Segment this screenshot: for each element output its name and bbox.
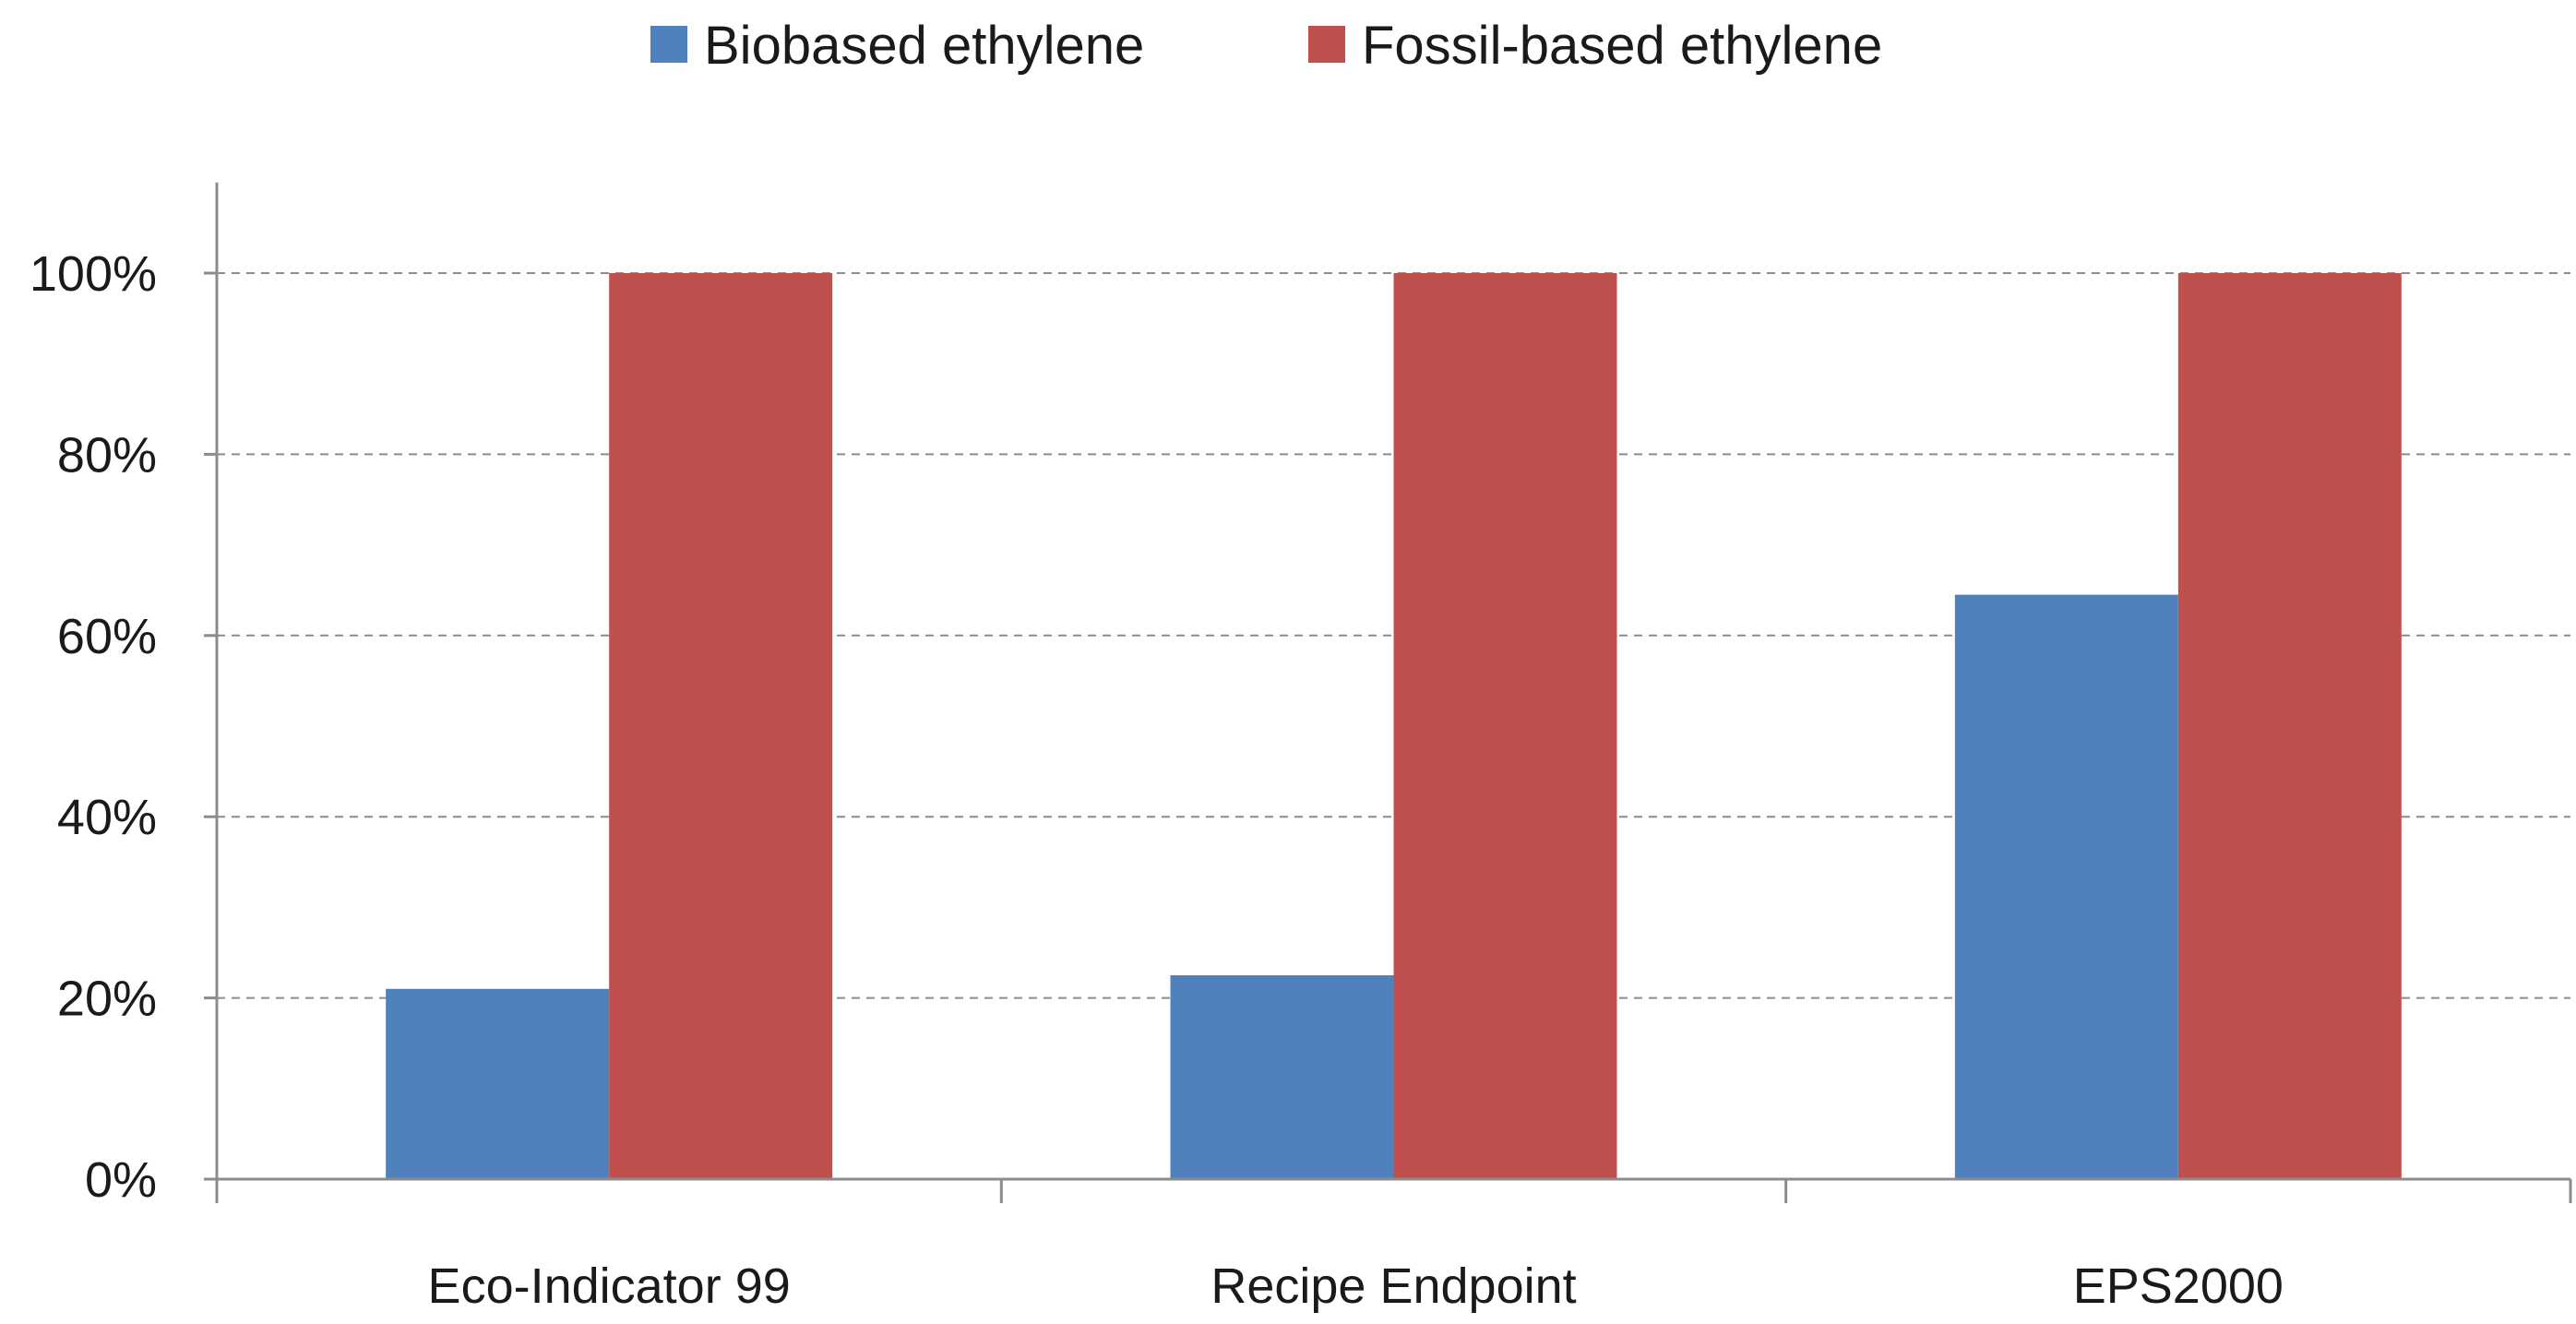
y-axis-tick-labels: 0% 20% 40% 60% 80% 100%: [30, 246, 157, 1208]
y-tick-label-20: 20%: [57, 972, 157, 1027]
bar-fossil-3: [2177, 273, 2402, 1179]
bar-fossil-2: [1393, 273, 1617, 1179]
chart-axes: [204, 182, 2572, 1203]
x-tick-label-2: Recipe Endpoint: [1210, 1258, 1576, 1314]
y-tick-label-40: 40%: [57, 790, 157, 845]
x-tick-label-1: Eco-Indicator 99: [428, 1258, 791, 1314]
bar-biobased-1: [386, 988, 610, 1179]
y-tick-label-60: 60%: [57, 609, 157, 664]
legend-swatch-fossil: [1308, 26, 1345, 63]
legend-item-fossil: Fossil-based ethylene: [1308, 16, 1882, 76]
y-tick-label-100: 100%: [30, 246, 157, 302]
y-tick-label-0: 0%: [85, 1152, 157, 1208]
legend-item-biobased: Biobased ethylene: [650, 16, 1144, 76]
x-tick-label-3: EPS2000: [2073, 1258, 2284, 1314]
legend-swatch-biobased: [650, 26, 687, 63]
legend-label-fossil: Fossil-based ethylene: [1362, 16, 1882, 76]
x-axis-tick-labels: Eco-Indicator 99 Recipe Endpoint EPS2000: [428, 1258, 2284, 1314]
bar-biobased-3: [1954, 594, 2178, 1179]
bar-biobased-2: [1170, 975, 1394, 1179]
bar-fossil-1: [609, 273, 833, 1179]
y-tick-label-80: 80%: [57, 427, 157, 483]
bar-series: [386, 273, 2402, 1179]
chart-legend: Biobased ethylene Fossil-based ethylene: [650, 16, 1882, 76]
legend-label-biobased: Biobased ethylene: [704, 16, 1144, 76]
